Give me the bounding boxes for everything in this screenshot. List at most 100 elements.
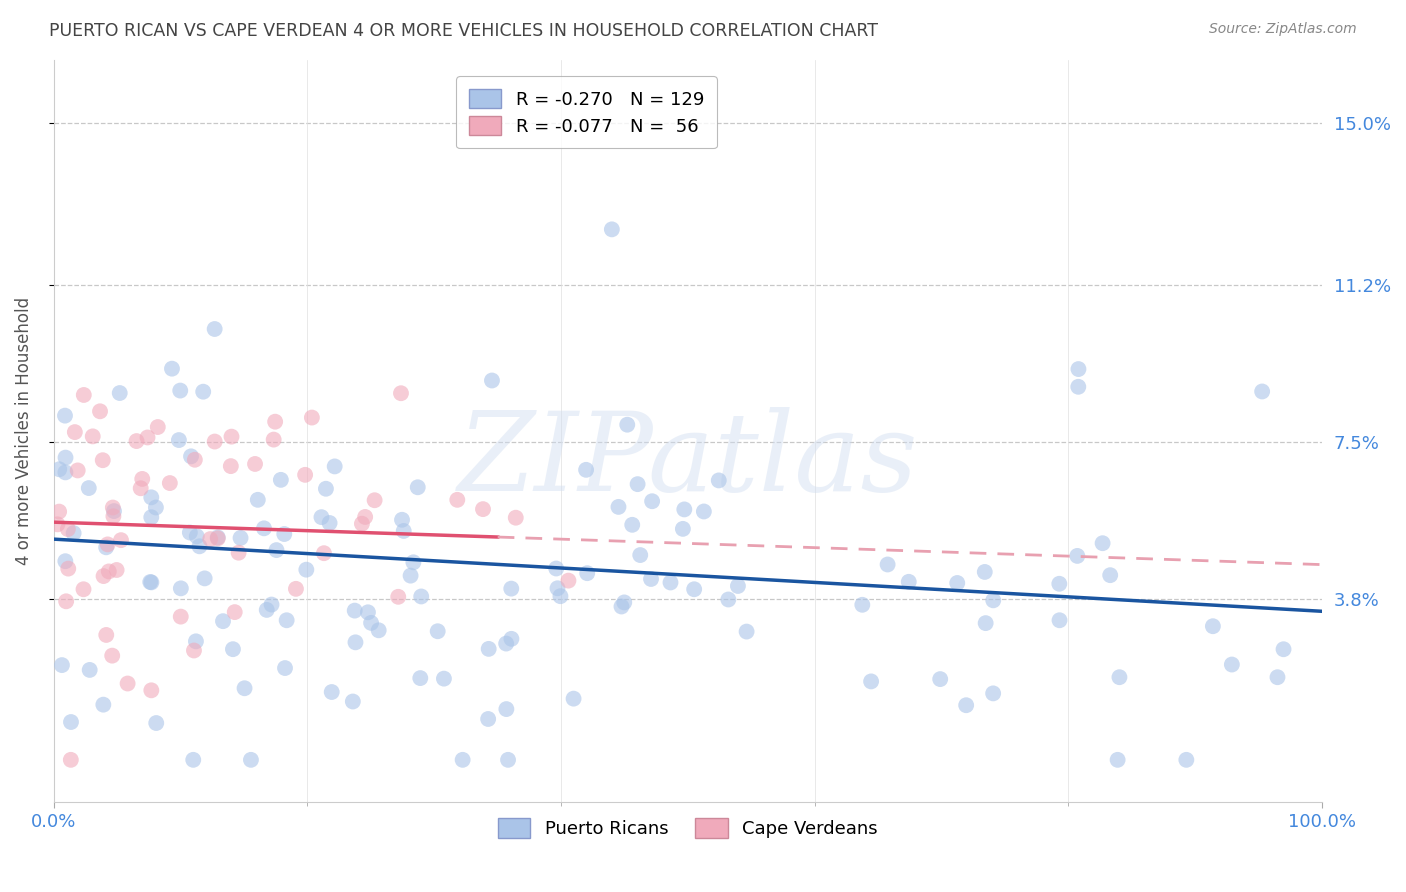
Point	[239, 753, 262, 767]
Point	[1251, 384, 1274, 399]
Point	[717, 592, 740, 607]
Point	[246, 492, 269, 507]
Point	[159, 476, 181, 491]
Point	[273, 527, 295, 541]
Point	[562, 691, 585, 706]
Point	[224, 605, 246, 619]
Point	[318, 516, 340, 530]
Point	[170, 609, 193, 624]
Point	[641, 494, 664, 508]
Point	[946, 576, 969, 591]
Point	[253, 521, 276, 535]
Point	[576, 566, 599, 581]
Point	[188, 539, 211, 553]
Point	[207, 530, 229, 544]
Point	[344, 635, 367, 649]
Point	[367, 624, 389, 638]
Point	[343, 604, 366, 618]
Point	[409, 671, 432, 685]
Point	[96, 628, 118, 642]
Point	[266, 543, 288, 558]
Point	[59, 714, 82, 729]
Point	[610, 599, 633, 614]
Point	[48, 505, 70, 519]
Point	[342, 694, 364, 708]
Point	[496, 753, 519, 767]
Point	[495, 702, 517, 716]
Point	[659, 575, 682, 590]
Point	[557, 574, 579, 588]
Point	[276, 613, 298, 627]
Point	[1272, 642, 1295, 657]
Point	[1047, 576, 1070, 591]
Point	[360, 615, 382, 630]
Point	[399, 568, 422, 582]
Point	[179, 525, 201, 540]
Point	[108, 386, 131, 401]
Text: PUERTO RICAN VS CAPE VERDEAN 4 OR MORE VEHICLES IN HOUSEHOLD CORRELATION CHART: PUERTO RICAN VS CAPE VERDEAN 4 OR MORE V…	[49, 22, 879, 40]
Point	[129, 481, 152, 495]
Point	[981, 593, 1004, 607]
Point	[228, 546, 250, 560]
Point	[181, 753, 204, 767]
Point	[311, 510, 333, 524]
Point	[501, 582, 523, 596]
Point	[55, 594, 77, 608]
Point	[505, 510, 527, 524]
Point	[141, 510, 163, 524]
Point	[981, 686, 1004, 700]
Point	[103, 504, 125, 518]
Point	[136, 430, 159, 444]
Point	[672, 522, 695, 536]
Point	[53, 409, 76, 423]
Point	[79, 663, 101, 677]
Point	[55, 466, 77, 480]
Point	[683, 582, 706, 597]
Point	[207, 532, 229, 546]
Point	[955, 698, 977, 713]
Point	[392, 524, 415, 538]
Point	[101, 500, 124, 515]
Point	[77, 481, 100, 495]
Point	[860, 674, 883, 689]
Point	[613, 595, 636, 609]
Point	[46, 517, 69, 532]
Point	[221, 430, 243, 444]
Point	[294, 467, 316, 482]
Point	[406, 480, 429, 494]
Point	[357, 605, 380, 619]
Point	[160, 361, 183, 376]
Point	[472, 502, 495, 516]
Point	[96, 541, 118, 555]
Point	[51, 658, 73, 673]
Point	[974, 616, 997, 631]
Point	[550, 589, 572, 603]
Point	[501, 632, 523, 646]
Point	[621, 517, 644, 532]
Point	[186, 529, 208, 543]
Point	[193, 384, 215, 399]
Point	[53, 554, 76, 568]
Point	[973, 565, 995, 579]
Point	[1202, 619, 1225, 633]
Point	[693, 504, 716, 518]
Point	[110, 533, 132, 548]
Point	[1107, 753, 1129, 767]
Point	[204, 434, 226, 449]
Point	[616, 417, 638, 432]
Point	[184, 634, 207, 648]
Point	[312, 546, 335, 560]
Text: ZIPatlas: ZIPatlas	[458, 407, 918, 515]
Point	[222, 642, 245, 657]
Point	[260, 598, 283, 612]
Point	[446, 492, 468, 507]
Point	[229, 531, 252, 545]
Point	[628, 548, 651, 562]
Point	[169, 384, 191, 398]
Point	[707, 474, 730, 488]
Point	[284, 582, 307, 596]
Point	[727, 579, 749, 593]
Point	[55, 450, 77, 465]
Point	[897, 574, 920, 589]
Point	[640, 572, 662, 586]
